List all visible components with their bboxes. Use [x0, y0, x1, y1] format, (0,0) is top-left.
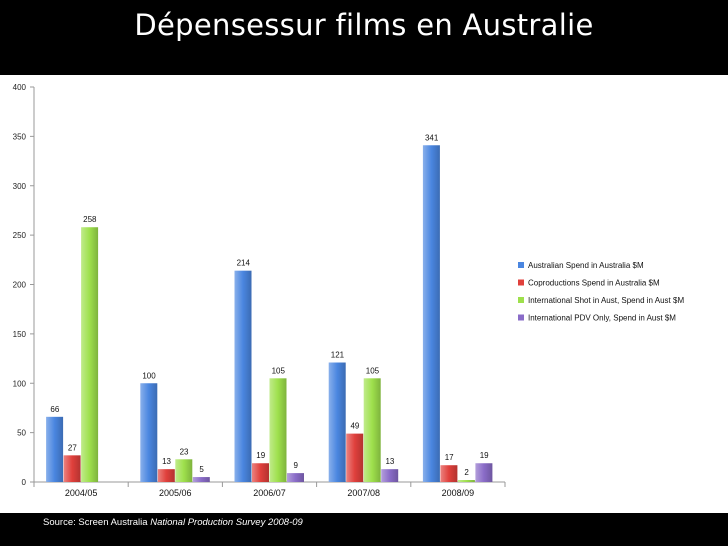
legend-label: International Shot in Aust, Spend in Aus…: [528, 296, 684, 305]
x-category-label: 2007/08: [347, 488, 380, 498]
x-category-label: 2006/07: [253, 488, 286, 498]
bar: [475, 463, 493, 482]
bar: [269, 378, 287, 482]
bar: [287, 473, 304, 482]
chart-title: Dépensessur films en Australie: [134, 8, 594, 42]
data-label: 2: [464, 468, 469, 477]
bar: [81, 227, 99, 482]
y-tick-label: 100: [13, 379, 27, 388]
bar: [234, 270, 252, 482]
x-category-label: 2004/05: [65, 488, 98, 498]
bar: [46, 416, 64, 482]
data-label: 13: [162, 457, 171, 466]
y-tick-label: 300: [13, 182, 27, 191]
data-label: 19: [480, 451, 489, 460]
bar: [363, 378, 381, 482]
data-label: 341: [425, 133, 439, 142]
bar: [457, 480, 475, 482]
data-label: 23: [180, 447, 189, 456]
data-label: 121: [331, 351, 345, 360]
data-label: 19: [256, 451, 265, 460]
legend-swatch: [518, 262, 524, 268]
bar: [192, 477, 210, 482]
y-tick-label: 350: [13, 132, 27, 141]
data-label: 66: [50, 405, 59, 414]
source-prefix: Source: Screen Australia: [43, 517, 148, 528]
y-tick-label: 50: [17, 429, 26, 438]
data-label: 214: [237, 259, 251, 268]
data-label: 258: [83, 215, 97, 224]
bar: [328, 362, 346, 482]
legend-swatch: [518, 297, 524, 303]
bar: [440, 465, 458, 482]
y-tick-label: 150: [13, 330, 27, 339]
y-tick-label: 200: [13, 281, 27, 290]
bar: [381, 469, 399, 482]
bar: [252, 463, 269, 482]
data-label: 105: [272, 366, 286, 375]
data-label: 13: [385, 457, 394, 466]
data-label: 100: [142, 371, 156, 380]
data-label: 27: [68, 443, 77, 452]
legend-swatch: [518, 279, 524, 286]
x-category-label: 2005/06: [159, 488, 192, 498]
data-label: 49: [350, 422, 359, 431]
data-label: 105: [366, 366, 380, 375]
bar: [63, 455, 81, 482]
data-label: 5: [199, 465, 204, 474]
bar: [175, 459, 193, 482]
bar: [422, 145, 440, 482]
legend-label: International PDV Only, Spend in Aust $M: [528, 314, 676, 323]
source-note: Source: Screen Australia National Produc…: [43, 517, 303, 528]
y-tick-label: 0: [22, 478, 27, 487]
legend-swatch: [518, 314, 524, 321]
y-tick-label: 400: [13, 83, 27, 92]
legend-label: Coproductions Spend in Australia $M: [528, 279, 660, 288]
legend-label: Australian Spend in Australia $M: [528, 261, 644, 270]
bar-chart: 0 50 100 150 200 250 300 350 400 2004/05 66 27 258 20…: [13, 83, 685, 498]
y-tick-label: 250: [13, 231, 27, 240]
bar: [157, 469, 175, 482]
x-category-label: 2008/09: [442, 488, 475, 498]
bar: [346, 433, 364, 482]
data-label: 9: [294, 461, 299, 470]
bar: [140, 383, 158, 482]
source-title: National Production Survey 2008-09: [150, 517, 303, 528]
data-label: 17: [445, 453, 454, 462]
